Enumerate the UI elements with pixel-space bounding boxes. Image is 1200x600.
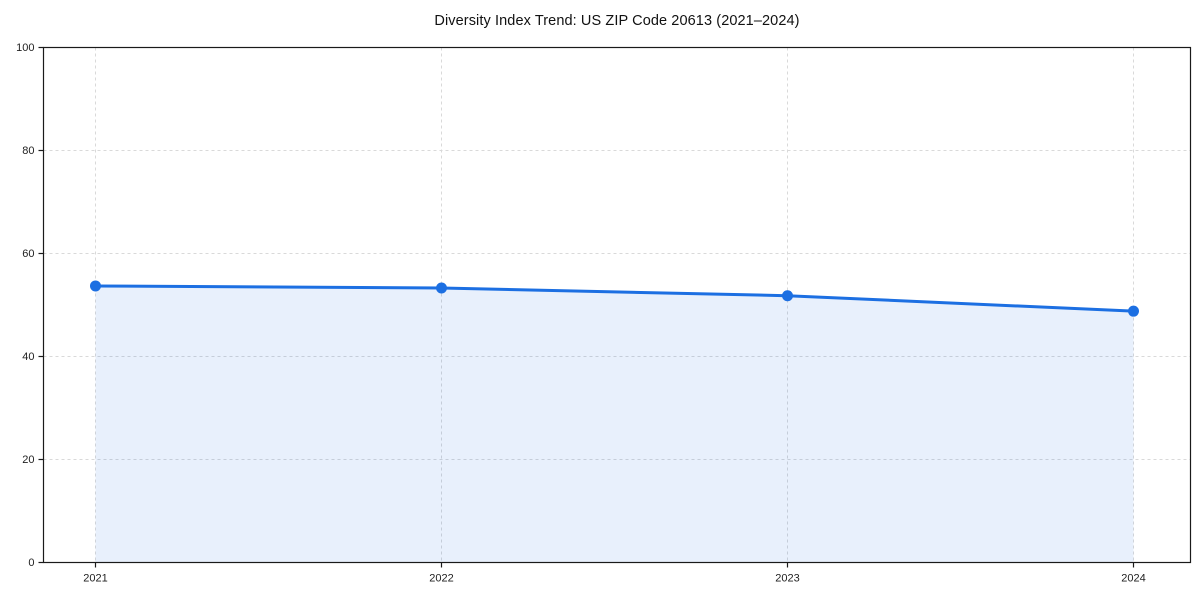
y-tick-label: 100: [16, 42, 34, 54]
plot-border: [42, 46, 1192, 564]
x-tick-label: 2024: [1121, 573, 1145, 585]
y-tick-label: 0: [28, 557, 34, 569]
y-tick-label: 60: [22, 248, 34, 260]
area-fill: [95, 285, 1134, 563]
x-tick-label: 2022: [429, 573, 453, 585]
y-tick-label: 20: [22, 454, 34, 466]
y-tick-label: 40: [22, 351, 34, 363]
x-tick-label: 2023: [775, 573, 799, 585]
x-tick-label: 2021: [83, 573, 107, 585]
chart-title: Diversity Index Trend: US ZIP Code 20613…: [434, 13, 800, 29]
data-point-marker: [90, 280, 101, 292]
trend-line: [94, 284, 1135, 313]
data-point-marker: [436, 282, 447, 294]
data-point-marker: [782, 290, 793, 302]
y-tick-label: 80: [22, 145, 34, 157]
data-point-marker: [1128, 305, 1139, 317]
